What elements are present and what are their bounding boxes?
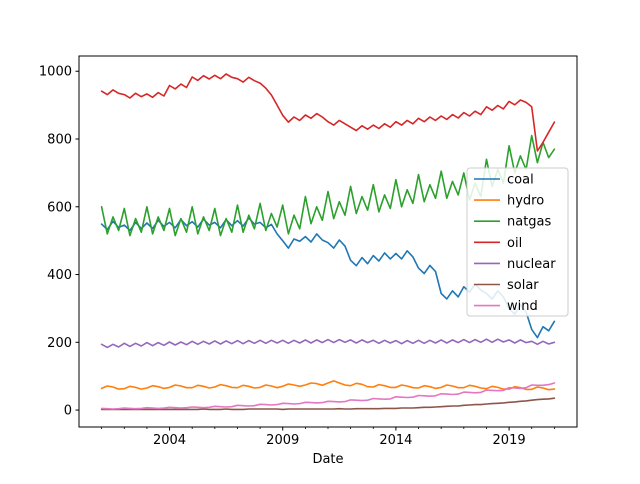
series-line-nuclear xyxy=(100,338,556,349)
series-line-wind xyxy=(100,382,556,410)
legend-label-hydro: hydro xyxy=(507,194,544,209)
legend-label-nuclear: nuclear xyxy=(507,257,556,272)
series-line-hydro xyxy=(100,380,556,391)
legend-label-natgas: natgas xyxy=(507,215,552,230)
y-axis-tick-label: 0 xyxy=(64,404,72,419)
axes-frame xyxy=(78,55,578,428)
y-axis-tick-label: 200 xyxy=(47,336,72,351)
series-line-solar xyxy=(100,397,556,411)
y-axis-tick-label: 800 xyxy=(47,133,72,148)
legend-label-oil: oil xyxy=(507,236,522,251)
series-line-oil xyxy=(100,73,556,152)
x-axis-tick-label: 2019 xyxy=(493,433,526,448)
y-axis-tick-label: 400 xyxy=(47,268,72,283)
x-axis-label: Date xyxy=(312,452,343,467)
y-axis-tick-label: 600 xyxy=(47,200,72,215)
legend-label-coal: coal xyxy=(507,173,534,188)
legend-label-wind: wind xyxy=(507,299,538,314)
legend-label-solar: solar xyxy=(507,278,539,293)
x-axis-tick-label: 2009 xyxy=(266,433,299,448)
x-axis-tick-label: 2014 xyxy=(379,433,412,448)
y-axis-tick-label: 1000 xyxy=(39,65,72,80)
legend-box xyxy=(466,167,569,317)
x-axis-tick-label: 2004 xyxy=(153,433,186,448)
